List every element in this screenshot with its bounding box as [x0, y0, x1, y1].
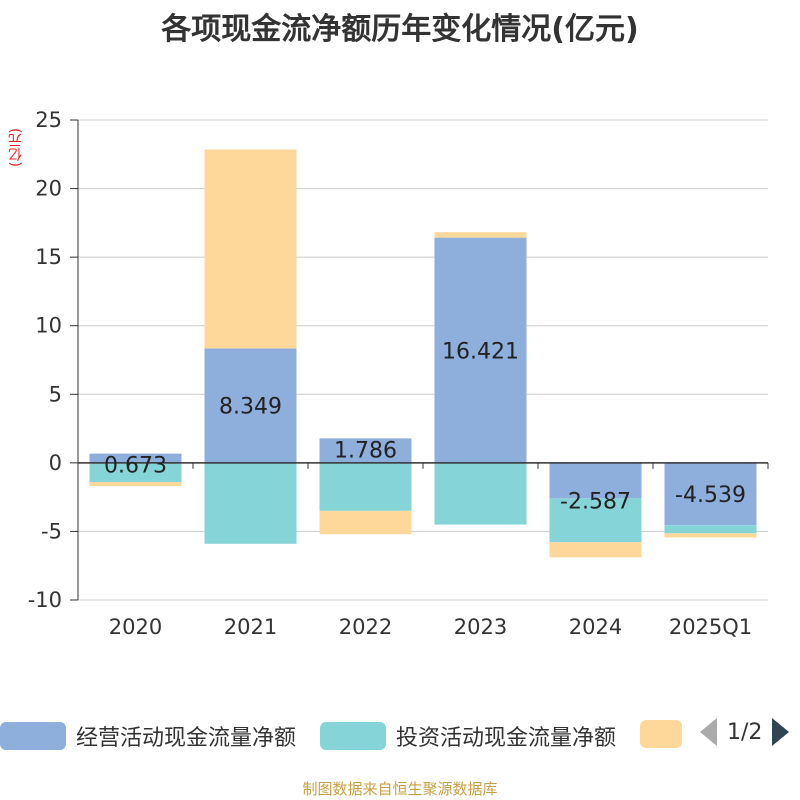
legend-swatch-operating: [0, 722, 66, 750]
data-label-operating-2024: -2.587: [560, 489, 631, 514]
bar-series2-2021: [204, 462, 297, 544]
legend-label-investing: 投资活动现金流量净额: [396, 726, 617, 751]
stacked-bar-chart: -10 -5 0 5 10 15 20 25 2020 2021 2022 2023 2024 2025Q…: [28, 108, 769, 639]
legend-swatch-financing: [640, 720, 682, 748]
y-tick-label: 10: [35, 314, 62, 338]
bar-series3-2020: [89, 482, 182, 487]
y-tick-label: 15: [35, 245, 62, 269]
bar-series1-2021: [204, 348, 297, 463]
legend-item-financing[interactable]: [640, 720, 682, 748]
bar-series1-2022: [319, 438, 412, 463]
legend-item-operating[interactable]: 经营活动现金流量净额: [0, 720, 296, 752]
data-label-operating-2021: 8.349: [219, 395, 282, 420]
y-tick-label: 25: [35, 108, 62, 132]
bar-series1-2023: [434, 237, 527, 463]
bar-series2-2024: [549, 498, 642, 543]
bar-series2-2022: [319, 462, 412, 511]
x-tick-label: 2021: [224, 615, 277, 639]
legend-label-operating: 经营活动现金流量净额: [76, 726, 297, 751]
bar-series2-2025Q1: [664, 525, 757, 534]
y-tick-label: 20: [35, 177, 62, 201]
bar-series2-2023: [434, 462, 527, 525]
chart-title: 各项现金流净额历年变化情况(亿元): [161, 12, 639, 47]
bar-series3-2021: [204, 149, 297, 349]
legend-next-arrow-icon[interactable]: [772, 718, 790, 746]
legend-prev-arrow-icon[interactable]: [700, 718, 717, 746]
x-tick-label: 2025Q1: [669, 615, 752, 639]
y-tick-label: 0: [49, 451, 62, 475]
bar-series3-2025Q1: [664, 533, 757, 538]
legend-item-investing[interactable]: 投资活动现金流量净额: [320, 720, 616, 752]
y-tick-label: -5: [41, 519, 62, 543]
legend-swatch-investing: [320, 722, 386, 750]
bar-series1-2024: [549, 462, 642, 499]
data-label-operating-2023: 16.421: [442, 339, 519, 364]
x-tick-label: 2020: [109, 615, 162, 639]
data-label-operating-2025Q1: -4.539: [675, 483, 746, 508]
x-tick-label: 2022: [339, 615, 392, 639]
legend: 经营活动现金流量净额 投资活动现金流量净额 1/2: [0, 712, 800, 756]
bar-series3-2024: [549, 542, 642, 558]
bar-series1-2025Q1: [664, 462, 757, 526]
y-tick-label: 5: [49, 382, 62, 406]
legend-page-number: 1/2: [727, 719, 763, 745]
bar-series2-2020: [89, 462, 182, 483]
data-label-operating-2020: 0.673: [104, 454, 167, 479]
bar-series1-2020: [89, 453, 182, 463]
data-label-operating-2022: 1.786: [334, 438, 397, 463]
legend-pager: 1/2: [700, 718, 790, 746]
bar-series3-2023: [434, 232, 527, 238]
data-source-footer: 制图数据来自恒生聚源数据库: [302, 780, 498, 798]
x-tick-label: 2024: [569, 615, 622, 639]
x-tick-label: 2023: [454, 615, 507, 639]
y-tick-label: -10: [28, 588, 62, 612]
bar-series3-2022: [319, 510, 412, 535]
